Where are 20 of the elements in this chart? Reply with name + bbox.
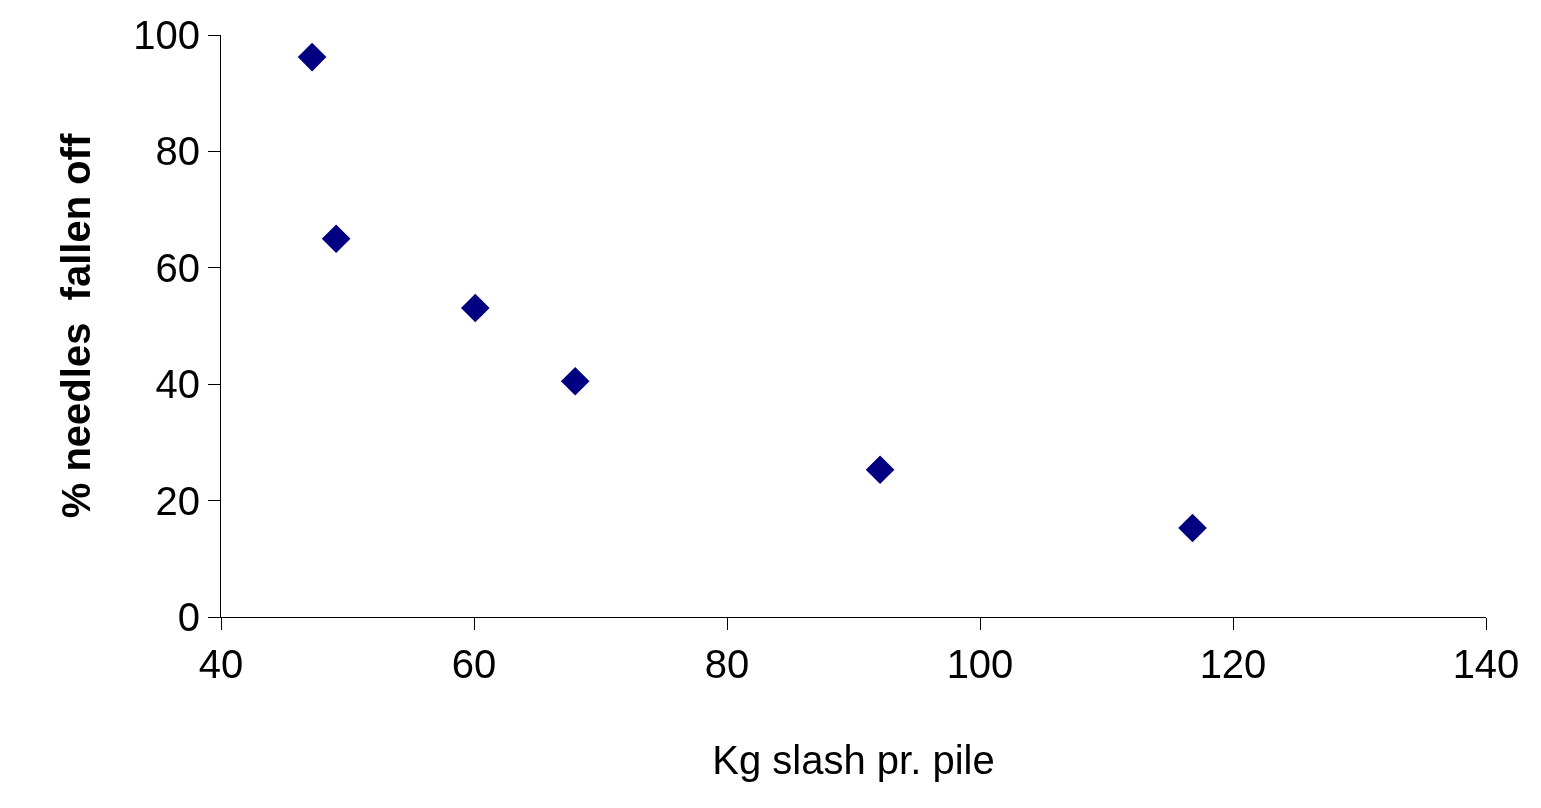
y-tick-label: 60	[155, 245, 200, 290]
point	[560, 366, 590, 396]
x-tick-label: 140	[1452, 642, 1520, 686]
point	[865, 455, 895, 485]
point	[297, 42, 327, 72]
x-tick-label: 60	[451, 642, 497, 686]
x-axis-title: Kg slash pr. pile	[712, 737, 995, 782]
point	[1178, 513, 1207, 543]
y-axis-title: % needles fallen off	[53, 133, 98, 519]
y-tick-label: 20	[155, 478, 200, 523]
x-tick-label: 100	[946, 642, 1014, 686]
y-tick-label: 0	[177, 595, 200, 639]
point	[460, 293, 490, 323]
x-tick-label: 80	[704, 642, 750, 686]
point	[321, 224, 351, 253]
y-tick-label: 80	[155, 129, 200, 174]
y-tick-label: 40	[155, 362, 200, 407]
x-tick-label: 40	[198, 642, 244, 686]
x-tick-label: 120	[1199, 642, 1267, 686]
y-tick-label: 100	[133, 13, 200, 57]
